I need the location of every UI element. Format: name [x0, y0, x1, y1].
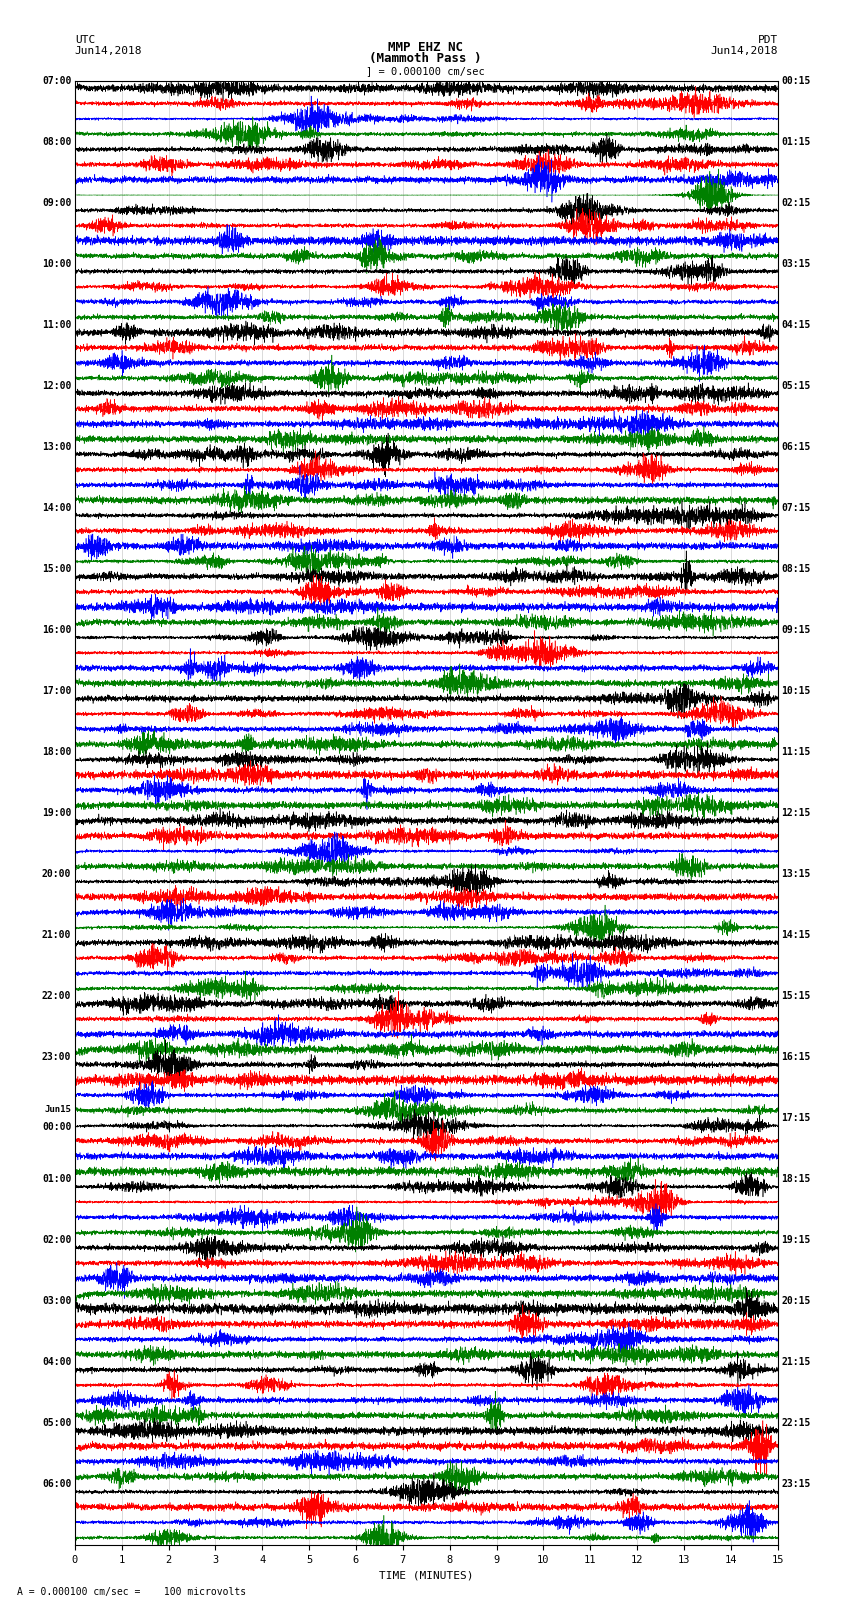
Text: 08:00: 08:00	[42, 137, 71, 147]
Text: 01:00: 01:00	[42, 1174, 71, 1184]
Text: 02:15: 02:15	[781, 198, 811, 208]
Text: 04:00: 04:00	[42, 1357, 71, 1368]
Text: 10:15: 10:15	[781, 686, 811, 695]
Text: 07:15: 07:15	[781, 503, 811, 513]
Text: Jun14,2018: Jun14,2018	[75, 47, 142, 56]
Text: 19:00: 19:00	[42, 808, 71, 818]
Text: 01:15: 01:15	[781, 137, 811, 147]
Text: 03:00: 03:00	[42, 1297, 71, 1307]
Text: PDT: PDT	[757, 35, 778, 45]
Text: 12:15: 12:15	[781, 808, 811, 818]
Text: ] = 0.000100 cm/sec: ] = 0.000100 cm/sec	[366, 66, 484, 76]
Text: 16:00: 16:00	[42, 624, 71, 636]
Text: 04:15: 04:15	[781, 319, 811, 329]
Text: 20:00: 20:00	[42, 869, 71, 879]
Text: 21:00: 21:00	[42, 931, 71, 940]
Text: 05:15: 05:15	[781, 381, 811, 390]
Text: 21:15: 21:15	[781, 1357, 811, 1368]
Text: 02:00: 02:00	[42, 1236, 71, 1245]
Text: 15:00: 15:00	[42, 565, 71, 574]
Text: 07:00: 07:00	[42, 76, 71, 85]
Text: Jun15: Jun15	[44, 1105, 71, 1113]
Text: 08:15: 08:15	[781, 565, 811, 574]
Text: 14:00: 14:00	[42, 503, 71, 513]
Text: 03:15: 03:15	[781, 258, 811, 269]
Text: 14:15: 14:15	[781, 931, 811, 940]
Text: 20:15: 20:15	[781, 1297, 811, 1307]
Text: (Mammoth Pass ): (Mammoth Pass )	[369, 52, 481, 65]
Text: 16:15: 16:15	[781, 1052, 811, 1061]
Text: Jun14,2018: Jun14,2018	[711, 47, 778, 56]
Text: A = 0.000100 cm/sec =    100 microvolts: A = 0.000100 cm/sec = 100 microvolts	[17, 1587, 246, 1597]
Text: 19:15: 19:15	[781, 1236, 811, 1245]
Text: 06:00: 06:00	[42, 1479, 71, 1489]
Text: 23:00: 23:00	[42, 1052, 71, 1061]
Text: 10:00: 10:00	[42, 258, 71, 269]
Text: 05:00: 05:00	[42, 1418, 71, 1428]
Text: 22:00: 22:00	[42, 990, 71, 1002]
Text: 12:00: 12:00	[42, 381, 71, 390]
Text: 13:15: 13:15	[781, 869, 811, 879]
Text: 11:00: 11:00	[42, 319, 71, 329]
Text: 15:15: 15:15	[781, 990, 811, 1002]
Text: 22:15: 22:15	[781, 1418, 811, 1428]
Text: 23:15: 23:15	[781, 1479, 811, 1489]
Text: 11:15: 11:15	[781, 747, 811, 756]
Text: 18:15: 18:15	[781, 1174, 811, 1184]
Text: 09:15: 09:15	[781, 624, 811, 636]
Text: 09:00: 09:00	[42, 198, 71, 208]
Text: MMP EHZ NC: MMP EHZ NC	[388, 40, 462, 53]
Text: 17:15: 17:15	[781, 1113, 811, 1123]
Text: 00:00: 00:00	[42, 1123, 71, 1132]
Text: 00:15: 00:15	[781, 76, 811, 85]
Text: 13:00: 13:00	[42, 442, 71, 452]
Text: 18:00: 18:00	[42, 747, 71, 756]
X-axis label: TIME (MINUTES): TIME (MINUTES)	[379, 1571, 473, 1581]
Text: 06:15: 06:15	[781, 442, 811, 452]
Text: UTC: UTC	[75, 35, 95, 45]
Text: 17:00: 17:00	[42, 686, 71, 695]
